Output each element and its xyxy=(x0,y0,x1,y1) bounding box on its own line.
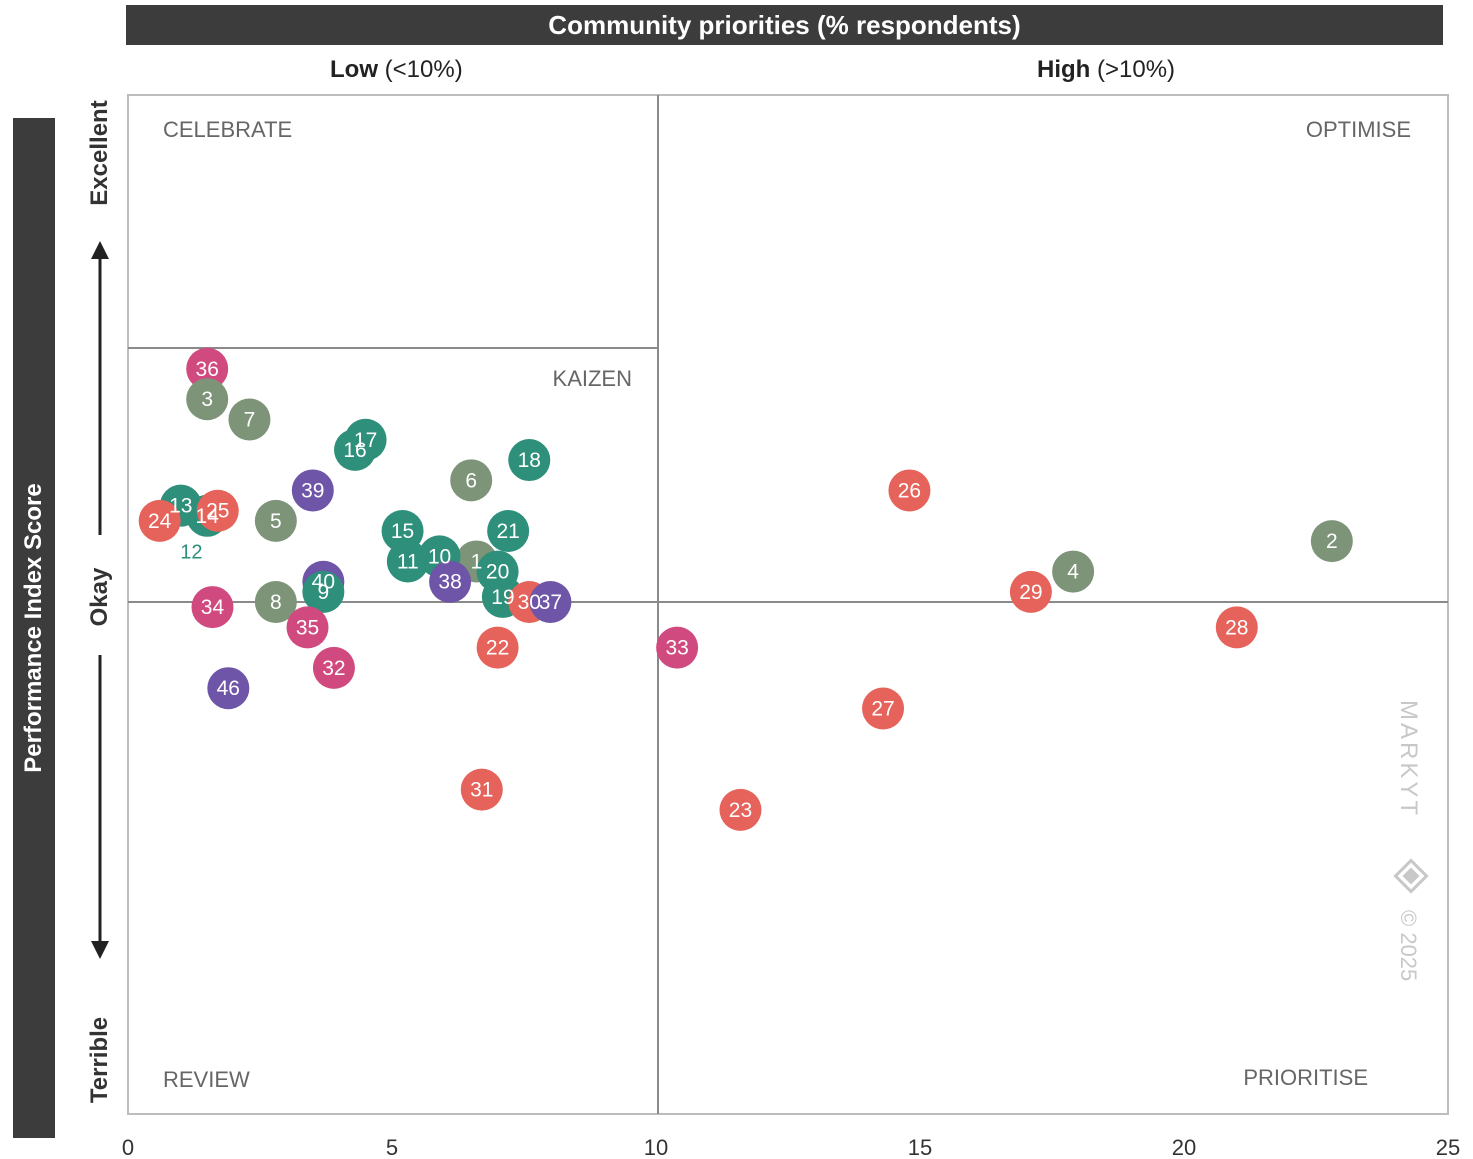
data-point-label: 18 xyxy=(518,449,541,472)
data-point-label: 30 xyxy=(518,591,541,614)
quadrant-celebrate: CELEBRATE xyxy=(163,117,292,142)
data-point xyxy=(291,469,334,512)
data-point-label: 20 xyxy=(486,561,509,584)
plot-area-border xyxy=(127,94,1449,1115)
data-point-label: 46 xyxy=(217,677,240,700)
data-point xyxy=(228,398,271,441)
data-point-label: 38 xyxy=(438,571,461,594)
data-point xyxy=(386,540,429,583)
data-point-label: 39 xyxy=(301,479,324,502)
data-point-label: 24 xyxy=(148,510,172,533)
data-point xyxy=(508,439,551,482)
data-point-label: 11 xyxy=(397,550,419,573)
x-tick-label: 0 xyxy=(122,1135,134,1159)
column-header-high-rest: (>10%) xyxy=(1090,56,1176,83)
data-point-label: 10 xyxy=(428,545,451,568)
column-header-low-rest: (<10%) xyxy=(378,56,463,83)
data-point xyxy=(450,459,493,502)
quadrant-optimise: OPTIMISE xyxy=(1306,117,1411,142)
watermark-brand: MARKYT xyxy=(1395,700,1422,818)
data-point-label: 37 xyxy=(539,591,562,614)
data-point-label: 14 xyxy=(196,505,220,528)
watermark: MARKYT © 2025 xyxy=(1393,700,1429,981)
x-tick-label: 5 xyxy=(386,1135,398,1159)
data-point xyxy=(207,667,250,710)
data-point xyxy=(719,788,762,831)
chart-title: Community priorities (% respondents) xyxy=(126,5,1443,45)
data-point-label: 28 xyxy=(1225,616,1248,639)
data-point-label: 36 xyxy=(196,358,219,381)
data-point-label: 12 xyxy=(180,541,202,563)
data-point xyxy=(254,499,297,542)
data-point xyxy=(888,469,931,512)
data-point xyxy=(254,581,297,623)
data-point xyxy=(862,687,905,730)
data-point xyxy=(186,378,229,421)
data-point xyxy=(286,606,329,649)
x-axis-ticks: 0 5 10 15 20 25 xyxy=(122,1135,1460,1159)
data-point xyxy=(186,347,229,390)
data-point-label: 19 xyxy=(491,586,514,609)
data-point-label: 6 xyxy=(465,469,477,492)
data-point-label: 23 xyxy=(729,799,752,822)
data-point-label: 25 xyxy=(206,500,229,523)
column-header-high-bold: High xyxy=(1037,56,1091,83)
data-point xyxy=(191,586,234,629)
quadrant-review: REVIEW xyxy=(163,1067,250,1092)
data-point-label: 1 xyxy=(471,550,483,573)
data-point xyxy=(429,560,472,603)
x-tick-label: 10 xyxy=(644,1135,668,1159)
y-axis-title-bar xyxy=(13,118,55,1138)
data-point-label: 9 xyxy=(318,581,330,604)
data-point-label: 22 xyxy=(486,637,509,660)
column-header-high: High (>10%) xyxy=(1037,56,1175,84)
x-tick-label: 25 xyxy=(1436,1135,1460,1159)
x-tick-label: 15 xyxy=(908,1135,932,1159)
data-point-label: 34 xyxy=(201,596,225,619)
data-point-label: 13 xyxy=(169,495,192,518)
data-point-label: 15 xyxy=(391,520,414,543)
data-point xyxy=(1215,606,1258,649)
quadrant-prioritise: PRIORITISE xyxy=(1243,1065,1368,1090)
data-point-label: 40 xyxy=(312,571,335,594)
data-point-label: 33 xyxy=(665,637,688,660)
watermark-copyright: © 2025 xyxy=(1396,910,1421,981)
data-point-label: 21 xyxy=(496,520,519,543)
data-point-label: 35 xyxy=(296,616,319,639)
data-point-label: 32 xyxy=(322,657,345,680)
data-point-label: 31 xyxy=(470,779,493,802)
data-point-label: 26 xyxy=(898,479,921,502)
data-point xyxy=(312,646,355,689)
x-tick-label: 20 xyxy=(1172,1135,1196,1159)
data-point xyxy=(138,499,181,542)
column-header-low: Low (<10%) xyxy=(330,56,463,84)
data-point xyxy=(334,428,377,471)
data-point xyxy=(1310,520,1353,563)
data-point-label: 27 xyxy=(871,697,894,720)
data-point xyxy=(1052,550,1095,593)
data-point-label: 2 xyxy=(1326,530,1338,553)
data-point-label: 8 xyxy=(270,591,282,614)
data-point-label: 16 xyxy=(343,439,366,462)
data-point xyxy=(460,768,503,811)
data-point-label: 5 xyxy=(270,510,282,533)
data-point xyxy=(302,570,345,613)
data-point xyxy=(656,626,699,669)
data-point-label: 7 xyxy=(244,408,256,431)
data-point xyxy=(1009,570,1052,613)
data-point-label: 3 xyxy=(201,388,213,411)
data-point-label: 29 xyxy=(1019,581,1042,604)
data-point xyxy=(196,489,239,532)
column-header-low-bold: Low xyxy=(330,56,378,83)
quadrant-kaizen: KAIZEN xyxy=(553,366,632,391)
data-point-label: 17 xyxy=(354,429,377,452)
diamond-logo-icon xyxy=(1393,858,1429,894)
data-point-label: 4 xyxy=(1067,561,1079,584)
data-point xyxy=(487,510,530,553)
data-point xyxy=(476,626,519,669)
data-point xyxy=(529,581,572,623)
